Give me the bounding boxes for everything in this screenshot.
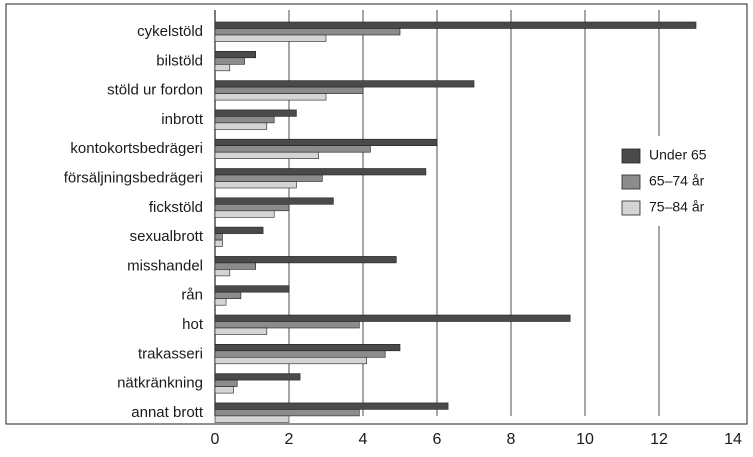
legend-swatch: [621, 148, 641, 164]
bar: [214, 80, 475, 88]
bar: [214, 233, 223, 241]
bar: [214, 298, 227, 306]
bar: [214, 226, 264, 234]
legend-label: Under 65: [649, 147, 707, 163]
bar: [214, 350, 386, 358]
bar: [214, 93, 327, 101]
bar: [214, 204, 290, 212]
category-label: sexualbrott: [130, 228, 204, 245]
category-label: kontokortsbedrägeri: [70, 140, 203, 157]
x-tick-label: 10: [576, 431, 594, 448]
category-label: försäljningsbedrägeri: [64, 169, 203, 186]
bar: [214, 21, 697, 29]
x-tick-label: 0: [211, 431, 220, 448]
bar: [214, 34, 327, 42]
category-label: nätkränkning: [117, 375, 203, 392]
x-tick-label: 14: [724, 431, 742, 448]
x-tick-label: 8: [507, 431, 516, 448]
bar: [214, 210, 275, 218]
bar: [214, 181, 297, 189]
bar: [214, 168, 427, 176]
category-label: trakasseri: [138, 345, 203, 362]
bar: [214, 291, 242, 300]
bar: [214, 321, 360, 329]
bar: [214, 314, 571, 322]
category-labels: cykelstöld bilstöld stöld ur fordon inbrott…: [64, 23, 204, 421]
bar: [214, 356, 367, 365]
bar: [214, 151, 319, 159]
category-label: fickstöld: [149, 199, 203, 216]
bar: [214, 379, 238, 387]
category-label: bilstöld: [156, 52, 203, 69]
category-label: annat brott: [131, 404, 204, 421]
bar: [214, 28, 401, 36]
x-tick-label: 12: [650, 431, 668, 448]
bar: [214, 57, 245, 65]
bar: [214, 109, 297, 117]
bar: [214, 262, 257, 270]
bar: [214, 343, 401, 352]
bar: [214, 239, 223, 247]
bar: [214, 116, 275, 124]
bar: [214, 86, 364, 94]
bar: [214, 386, 234, 394]
category-label: cykelstöld: [137, 23, 203, 40]
bar: [214, 64, 231, 72]
legend-swatch: [621, 174, 641, 190]
bar: [214, 174, 323, 182]
legend-label: 65–74 år: [649, 173, 705, 189]
legend: Under 65 65–74 år 75–84 år: [609, 136, 731, 226]
bars: [214, 21, 697, 423]
bar: [214, 285, 290, 293]
x-tick-label: 4: [359, 431, 368, 448]
category-label: stöld ur fordon: [107, 82, 203, 99]
x-tick-label: 6: [433, 431, 442, 448]
legend-swatch: [621, 200, 641, 216]
category-label: misshandel: [127, 257, 203, 274]
x-tick-label: 2: [285, 431, 294, 448]
bar: [214, 122, 268, 130]
bar: [214, 415, 290, 423]
x-tick-labels: 0 2 4 6 8 10 12 14: [211, 431, 742, 448]
bar: [214, 256, 397, 264]
bar: [214, 402, 449, 410]
category-label: inbrott: [161, 111, 204, 128]
bar: [214, 197, 334, 205]
bar: [214, 50, 257, 59]
legend-label: 75–84 år: [649, 199, 705, 215]
bar: [214, 409, 360, 417]
bar: [214, 327, 268, 335]
category-label: rån: [181, 287, 203, 304]
category-label: hot: [182, 316, 204, 333]
bar: [214, 269, 231, 277]
bar: [214, 138, 438, 146]
bar: [214, 145, 371, 153]
bar: [214, 373, 301, 381]
